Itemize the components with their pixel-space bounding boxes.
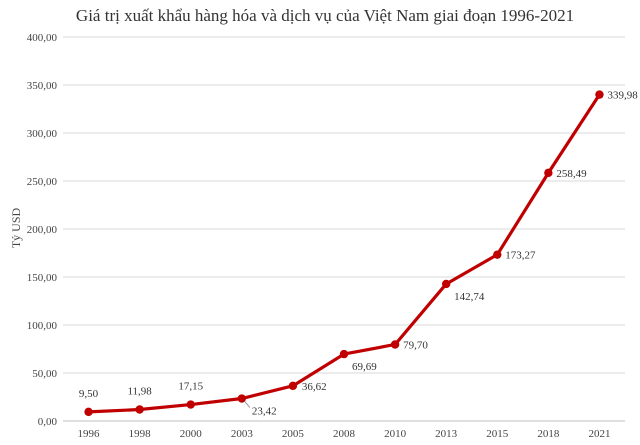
data-point xyxy=(84,407,93,417)
data-point xyxy=(595,90,604,99)
data-label: 69,69 xyxy=(352,361,377,373)
x-tick-label: 2021 xyxy=(588,428,610,440)
y-tick-label: 100,00 xyxy=(27,320,58,332)
x-axis-ticks: 1996 1998 2000 2003 2005 2008 2010 2013 2015 2018… xyxy=(78,428,611,440)
data-point xyxy=(390,340,400,349)
y-tick-label: 400,00 xyxy=(27,32,58,44)
y-axis-title: Tỷ USD xyxy=(9,208,23,249)
x-tick-label: 2008 xyxy=(333,428,356,440)
data-label: 258,49 xyxy=(556,168,587,180)
data-label: 79,70 xyxy=(403,339,428,351)
data-label: 173,27 xyxy=(505,250,536,262)
data-label: 23,42 xyxy=(252,406,277,418)
data-label: 142,74 xyxy=(454,291,485,303)
label-leader-line xyxy=(244,401,251,408)
data-label: 36,62 xyxy=(302,381,327,393)
data-point xyxy=(493,250,502,259)
x-tick-label: 2018 xyxy=(537,428,560,440)
x-tick-label: 2005 xyxy=(282,428,305,440)
x-tick-label: 2015 xyxy=(486,428,509,440)
y-axis-ticks: 0,00 50,00 100,00 150,00 200,00 250,00 300,00 3… xyxy=(27,32,58,428)
x-tick-label: 2010 xyxy=(384,428,407,440)
y-tick-label: 150,00 xyxy=(27,272,58,284)
x-tick-label: 1996 xyxy=(78,428,101,440)
y-tick-label: 250,00 xyxy=(27,176,58,188)
data-point xyxy=(135,405,144,414)
data-label: 11,98 xyxy=(127,385,152,397)
data-labels: 9,50 11,98 17,15 23,42 36,62 69,69 79,70 142,74… xyxy=(79,90,638,418)
data-point xyxy=(186,400,195,409)
data-point xyxy=(544,168,553,178)
x-tick-label: 2003 xyxy=(231,428,254,440)
y-tick-label: 0,00 xyxy=(38,416,58,428)
data-point xyxy=(288,381,298,391)
x-tick-label: 1998 xyxy=(129,428,152,440)
y-tick-label: 300,00 xyxy=(27,128,58,140)
y-tick-label: 50,00 xyxy=(32,368,57,380)
data-points xyxy=(84,90,604,417)
data-point xyxy=(441,279,451,289)
chart-title: Giá trị xuất khẩu hàng hóa và dịch vụ củ… xyxy=(76,6,574,25)
data-label: 9,50 xyxy=(79,388,99,400)
y-tick-label: 200,00 xyxy=(27,224,58,236)
y-tick-label: 350,00 xyxy=(27,80,58,92)
x-tick-label: 2013 xyxy=(435,428,458,440)
data-label: 17,15 xyxy=(178,381,203,393)
x-tick-label: 2000 xyxy=(180,428,203,440)
data-point xyxy=(237,394,247,403)
data-point xyxy=(339,349,349,359)
gridlines xyxy=(63,36,625,422)
data-label: 339,98 xyxy=(607,90,638,102)
